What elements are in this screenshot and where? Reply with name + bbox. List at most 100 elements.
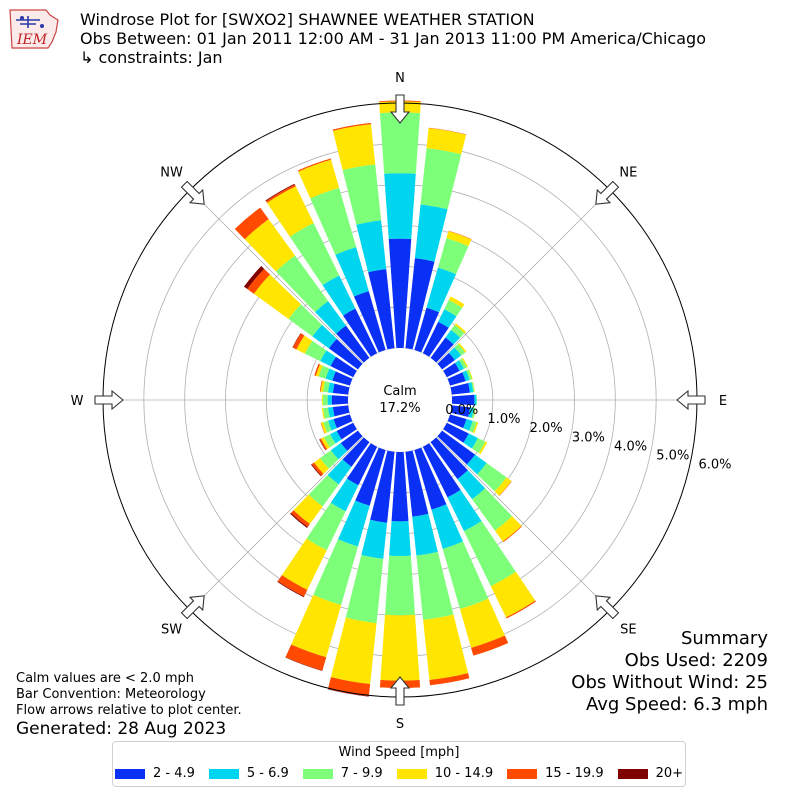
wind-bar-260-bin-2 [323, 407, 330, 419]
flow-arrow-se [595, 595, 620, 620]
wind-bar-130-bin-2 [477, 462, 507, 492]
wind-bar-230-bin-4 [311, 462, 324, 476]
wind-bar-170-bin-1 [412, 513, 438, 556]
legend-label: 10 - 14.9 [434, 766, 494, 781]
wind-bar-0-bin-0 [388, 238, 412, 349]
wind-bar-210-bin-3 [281, 538, 327, 590]
wind-bar-320-bin-1 [315, 301, 346, 334]
flow-arrow-s [389, 676, 411, 706]
header: Windrose Plot for [SWXO2] SHAWNEE WEATHE… [80, 10, 706, 67]
wind-bar-240-bin-3 [320, 437, 330, 450]
wind-bar-90-bin-2 [476, 394, 477, 406]
wind-bar-310-bin-4 [247, 268, 271, 294]
direction-label-sw: SW [161, 622, 182, 637]
wind-bar-230-bin-0 [340, 430, 363, 451]
wind-bar-100-bin-3 [473, 407, 476, 419]
wind-bar-10-bin-3 [426, 128, 467, 155]
wind-bar-350-bin-2 [342, 164, 382, 225]
wind-bar-220-bin-1 [327, 459, 352, 485]
wind-bar-80-bin-1 [468, 382, 474, 393]
wind-bar-260-bin-3 [321, 408, 325, 420]
wind-bar-270-bin-0 [331, 395, 349, 405]
legend-items: 2 - 4.9 5 - 6.9 7 - 9.9 10 - 14.9 15 - 19.9 2… [113, 766, 685, 781]
radial-tick-label: 0.0% [445, 403, 478, 418]
wind-bar-260-bin-0 [332, 405, 350, 417]
wind-bar-70-bin-0 [447, 372, 466, 386]
wind-bar-20-bin-0 [414, 307, 440, 353]
wind-bar-180-bin-2 [384, 555, 416, 616]
wind-bar-90-bin-1 [474, 394, 477, 406]
wind-bar-220-bin-5 [290, 512, 308, 528]
wind-bar-180-bin-3 [380, 614, 420, 681]
wind-bar-160-bin-1 [431, 504, 464, 549]
direction-spoke [436, 436, 611, 611]
wind-bar-150-bin-0 [422, 443, 461, 498]
legend-label: 5 - 6.9 [246, 766, 289, 781]
wind-bar-200-bin-3 [291, 594, 342, 658]
wind-bar-30-bin-3 [448, 296, 465, 308]
wind-bar-310-bin-5 [243, 266, 265, 290]
direction-spoke [189, 189, 364, 364]
summary-title: Summary [681, 628, 768, 649]
wind-bar-120-bin-1 [463, 433, 478, 449]
wind-bar-180-bin-0 [391, 451, 409, 522]
bar-convention-note: Bar Convention: Meteorology [16, 687, 206, 702]
wind-bar-80-bin-2 [471, 381, 475, 393]
calm-label: Calm [383, 384, 416, 399]
wind-bar-40-bin-3 [454, 323, 466, 334]
wind-bar-60-bin-3 [461, 357, 469, 368]
direction-spoke [436, 189, 611, 364]
wind-bar-0-bin-1 [384, 173, 416, 239]
wind-bar-320-bin-4 [234, 207, 269, 240]
wind-bar-150-bin-4 [506, 600, 536, 619]
wind-bar-160-bin-0 [414, 447, 447, 510]
wind-bar-240-bin-2 [323, 434, 336, 448]
wind-bar-170-bin-4 [429, 673, 470, 686]
wind-bar-150-bin-3 [490, 571, 536, 618]
legend-swatch [617, 768, 648, 779]
wind-bar-100-bin-0 [450, 405, 470, 418]
wind-bar-40-bin-2 [450, 324, 465, 338]
wind-bar-330-bin-5 [265, 183, 295, 202]
wind-bar-170-bin-3 [423, 614, 469, 680]
wind-bar-10-bin-0 [405, 258, 435, 350]
flow-arrows-note: Flow arrows relative to plot center. [16, 703, 242, 718]
wind-bar-120-bin-3 [478, 441, 488, 455]
legend-label: 20+ [655, 766, 684, 781]
wind-bar-110-bin-1 [463, 419, 473, 431]
wind-bar-300-bin-4 [292, 333, 305, 350]
flow-arrow-e [676, 389, 706, 411]
wind-bar-220-bin-4 [290, 510, 310, 527]
wind-bar-230-bin-2 [319, 450, 339, 469]
summary-obs-without-wind: Obs Without Wind: 25 [571, 672, 768, 693]
legend-swatch [507, 768, 538, 779]
legend-swatch [208, 768, 239, 779]
wind-bar-190-bin-0 [370, 450, 395, 523]
wind-bar-200-bin-5 [285, 657, 323, 671]
wind-bar-140-bin-3 [494, 516, 522, 542]
direction-label-nw: NW [160, 166, 183, 181]
wind-bar-10-bin-1 [414, 204, 448, 262]
legend-swatch [114, 768, 145, 779]
legend-item: 20+ [617, 766, 684, 781]
wind-bar-200-bin-0 [355, 447, 386, 506]
wind-bar-220-bin-2 [308, 475, 339, 507]
wind-bar-200-bin-2 [313, 539, 358, 606]
wind-bar-310-bin-0 [328, 338, 363, 370]
wind-bar-40-bin-1 [445, 329, 461, 345]
wind-bar-220-bin-3 [293, 494, 323, 524]
wind-bar-150-bin-1 [447, 489, 482, 532]
wind-bar-330-bin-0 [343, 308, 378, 357]
wind-bar-160-bin-2 [442, 541, 489, 609]
wind-bar-340-bin-3 [298, 159, 340, 199]
wind-bar-200-bin-1 [337, 500, 370, 547]
wind-bar-150-bin-2 [463, 520, 516, 587]
calm-value: 17.2% [379, 401, 420, 416]
wind-bar-210-bin-1 [330, 478, 359, 512]
wind-bar-310-bin-3 [253, 274, 301, 320]
radial-tick-label: 1.0% [487, 412, 520, 427]
wind-bar-340-bin-4 [297, 158, 332, 172]
wind-bar-10-bin-4 [428, 127, 467, 135]
wind-bar-210-bin-5 [277, 581, 305, 598]
wind-bar-300-bin-2 [304, 340, 327, 362]
